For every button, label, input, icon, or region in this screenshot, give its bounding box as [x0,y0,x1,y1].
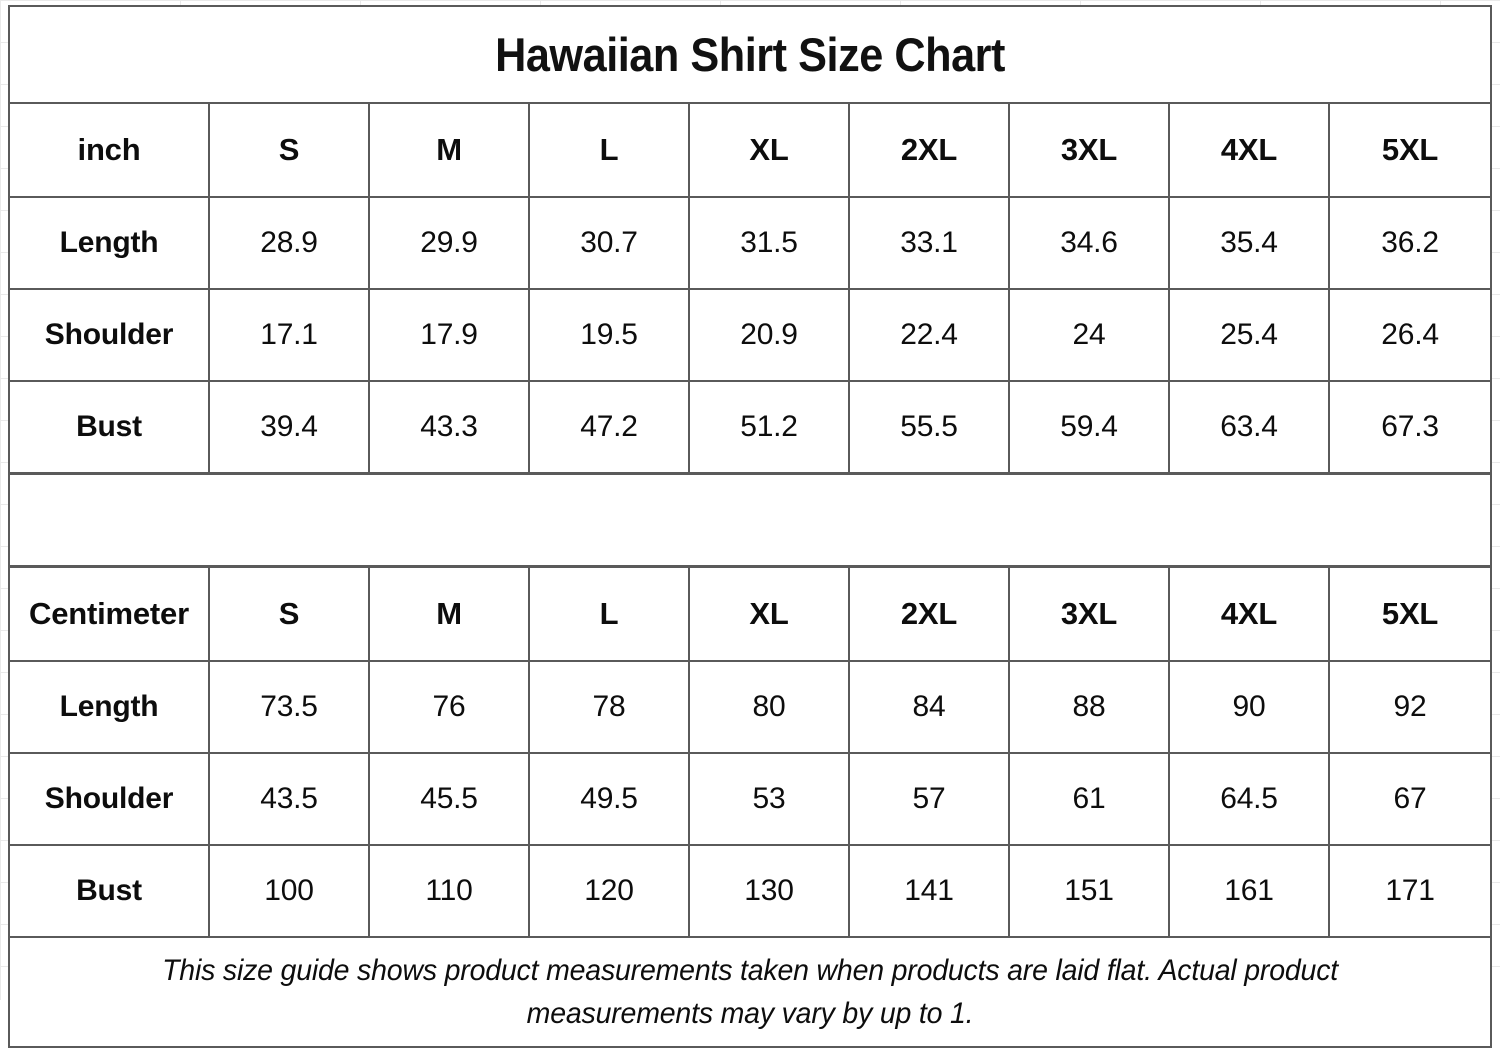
inch-shoulder-s: 17.1 [209,289,369,381]
inch-col-header-xl: XL [689,103,849,197]
inch-row-label-bust: Bust [9,381,209,474]
cm-bust-4xl: 161 [1169,845,1329,937]
inch-bust-m: 43.3 [369,381,529,474]
inch-bust-s: 39.4 [209,381,369,474]
inch-length-3xl: 34.6 [1009,197,1169,289]
cm-length-3xl: 88 [1009,661,1169,753]
inch-shoulder-5xl: 26.4 [1329,289,1491,381]
cm-col-header-s: S [209,567,369,662]
cm-col-header-3xl: 3XL [1009,567,1169,662]
inch-shoulder-m: 17.9 [369,289,529,381]
page-title: Hawaiian Shirt Size Chart [69,31,1431,78]
cm-bust-l: 120 [529,845,689,937]
cm-shoulder-4xl: 64.5 [1169,753,1329,845]
cm-row-label-shoulder: Shoulder [9,753,209,845]
inch-length-4xl: 35.4 [1169,197,1329,289]
footer-note-row: This size guide shows product measuremen… [9,937,1491,1047]
size-chart-table: Hawaiian Shirt Size Chart inch S M L XL … [8,5,1492,1048]
cm-bust-s: 100 [209,845,369,937]
cm-col-header-5xl: 5XL [1329,567,1491,662]
table-row: Length 73.5 76 78 80 84 88 90 92 [9,661,1491,753]
inch-shoulder-3xl: 24 [1009,289,1169,381]
inch-length-2xl: 33.1 [849,197,1009,289]
inch-unit-label: inch [9,103,209,197]
inch-row-label-shoulder: Shoulder [9,289,209,381]
inch-shoulder-4xl: 25.4 [1169,289,1329,381]
inch-length-xl: 31.5 [689,197,849,289]
inch-col-header-4xl: 4XL [1169,103,1329,197]
inch-col-header-2xl: 2XL [849,103,1009,197]
cm-col-header-4xl: 4XL [1169,567,1329,662]
cm-length-5xl: 92 [1329,661,1491,753]
cm-col-header-2xl: 2XL [849,567,1009,662]
cm-shoulder-xl: 53 [689,753,849,845]
inch-shoulder-l: 19.5 [529,289,689,381]
inch-bust-xl: 51.2 [689,381,849,474]
cm-length-2xl: 84 [849,661,1009,753]
cm-length-xl: 80 [689,661,849,753]
cm-bust-3xl: 151 [1009,845,1169,937]
cm-bust-5xl: 171 [1329,845,1491,937]
cm-shoulder-m: 45.5 [369,753,529,845]
table-row: Length 28.9 29.9 30.7 31.5 33.1 34.6 35.… [9,197,1491,289]
inch-length-s: 28.9 [209,197,369,289]
inch-col-header-s: S [209,103,369,197]
inch-shoulder-xl: 20.9 [689,289,849,381]
cm-length-s: 73.5 [209,661,369,753]
inch-bust-l: 47.2 [529,381,689,474]
table-spacer-row [9,474,1491,567]
table-row: Shoulder 43.5 45.5 49.5 53 57 61 64.5 67 [9,753,1491,845]
spacer-cell [9,474,1491,567]
inch-shoulder-2xl: 22.4 [849,289,1009,381]
cm-bust-2xl: 141 [849,845,1009,937]
cm-length-m: 76 [369,661,529,753]
cm-shoulder-l: 49.5 [529,753,689,845]
inch-bust-2xl: 55.5 [849,381,1009,474]
cm-row-label-length: Length [9,661,209,753]
cm-col-header-xl: XL [689,567,849,662]
inch-col-header-5xl: 5XL [1329,103,1491,197]
cm-bust-xl: 130 [689,845,849,937]
table-row: Bust 39.4 43.3 47.2 51.2 55.5 59.4 63.4 … [9,381,1491,474]
size-guide-note: This size guide shows product measuremen… [104,949,1396,1036]
inch-bust-5xl: 67.3 [1329,381,1491,474]
cm-shoulder-2xl: 57 [849,753,1009,845]
cm-length-l: 78 [529,661,689,753]
inch-col-header-m: M [369,103,529,197]
inch-length-5xl: 36.2 [1329,197,1491,289]
cm-shoulder-3xl: 61 [1009,753,1169,845]
chart-title-cell: Hawaiian Shirt Size Chart [9,6,1491,103]
inch-length-m: 29.9 [369,197,529,289]
inch-bust-4xl: 63.4 [1169,381,1329,474]
cm-shoulder-s: 43.5 [209,753,369,845]
title-row: Hawaiian Shirt Size Chart [9,6,1491,103]
inch-row-label-length: Length [9,197,209,289]
cm-bust-m: 110 [369,845,529,937]
cm-shoulder-5xl: 67 [1329,753,1491,845]
centimeter-unit-label: Centimeter [9,567,209,662]
inch-bust-3xl: 59.4 [1009,381,1169,474]
cm-col-header-l: L [529,567,689,662]
cm-col-header-m: M [369,567,529,662]
table-row: Bust 100 110 120 130 141 151 161 171 [9,845,1491,937]
cm-row-label-bust: Bust [9,845,209,937]
inch-header-row: inch S M L XL 2XL 3XL 4XL 5XL [9,103,1491,197]
size-guide-note-cell: This size guide shows product measuremen… [9,937,1491,1047]
size-chart-container: Hawaiian Shirt Size Chart inch S M L XL … [8,5,1490,990]
table-row: Shoulder 17.1 17.9 19.5 20.9 22.4 24 25.… [9,289,1491,381]
inch-col-header-3xl: 3XL [1009,103,1169,197]
inch-length-l: 30.7 [529,197,689,289]
centimeter-header-row: Centimeter S M L XL 2XL 3XL 4XL 5XL [9,567,1491,662]
inch-col-header-l: L [529,103,689,197]
cm-length-4xl: 90 [1169,661,1329,753]
